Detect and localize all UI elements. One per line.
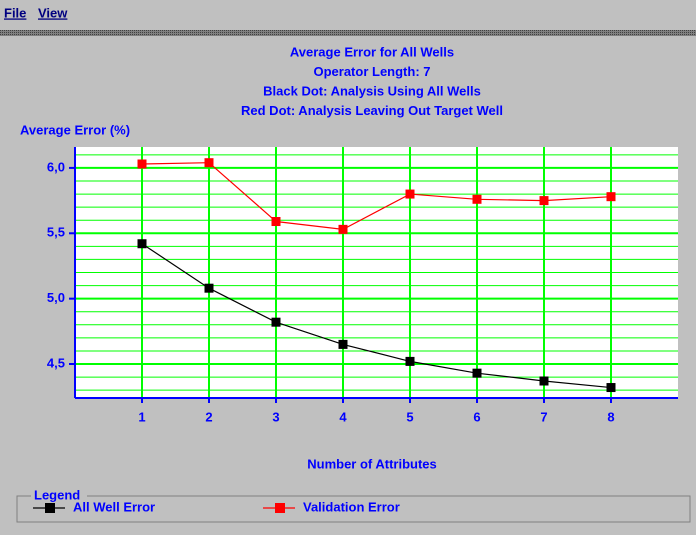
x-tick-label: 4	[339, 409, 347, 424]
series-line	[141, 162, 612, 230]
chart-title: Average Error for All Wells	[290, 44, 454, 59]
point-marker	[338, 339, 348, 349]
point-marker	[606, 192, 616, 202]
x-tick-label: 6	[473, 409, 480, 424]
point-marker	[137, 239, 147, 249]
x-tick-label: 7	[540, 409, 547, 424]
separator	[0, 30, 696, 36]
chart-title: Red Dot: Analysis Leaving Out Target Wel…	[241, 103, 503, 118]
legend-title-bg	[31, 489, 87, 503]
series-line	[141, 243, 612, 389]
point-marker	[472, 368, 482, 378]
legend-title: Legend	[34, 487, 80, 502]
point-marker	[271, 317, 281, 327]
point-marker	[539, 376, 549, 386]
point-marker	[606, 383, 616, 393]
y-tick-label: 5,5	[47, 225, 65, 240]
point-marker	[472, 194, 482, 204]
point-marker	[539, 196, 549, 206]
point-marker	[405, 356, 415, 366]
y-tick-label: 5,0	[47, 290, 65, 305]
legend-marker	[275, 503, 285, 513]
point-marker	[137, 159, 147, 169]
chart-title: Operator Length: 7	[313, 64, 430, 79]
x-tick-label: 5	[406, 409, 413, 424]
chart-title: Black Dot: Analysis Using All Wells	[263, 83, 481, 98]
point-marker	[271, 217, 281, 227]
x-tick-label: 1	[138, 409, 145, 424]
legend-label: All Well Error	[73, 499, 155, 514]
y-axis-label: Average Error (%)	[20, 122, 130, 137]
point-marker	[204, 158, 214, 168]
x-tick-label: 2	[205, 409, 212, 424]
point-marker	[338, 224, 348, 234]
legend-marker	[45, 503, 55, 513]
point-marker	[204, 283, 214, 293]
x-axis-label: Number of Attributes	[307, 456, 437, 471]
y-tick-label: 4,5	[47, 355, 65, 370]
menu-bar	[0, 0, 696, 28]
x-tick-label: 8	[607, 409, 614, 424]
x-tick-label: 3	[272, 409, 279, 424]
menu-file[interactable]: File	[4, 5, 26, 20]
point-marker	[405, 189, 415, 199]
legend-box	[16, 495, 691, 523]
menu-view[interactable]: View	[38, 5, 68, 20]
legend-label: Validation Error	[303, 499, 400, 514]
y-tick-label: 6,0	[47, 159, 65, 174]
